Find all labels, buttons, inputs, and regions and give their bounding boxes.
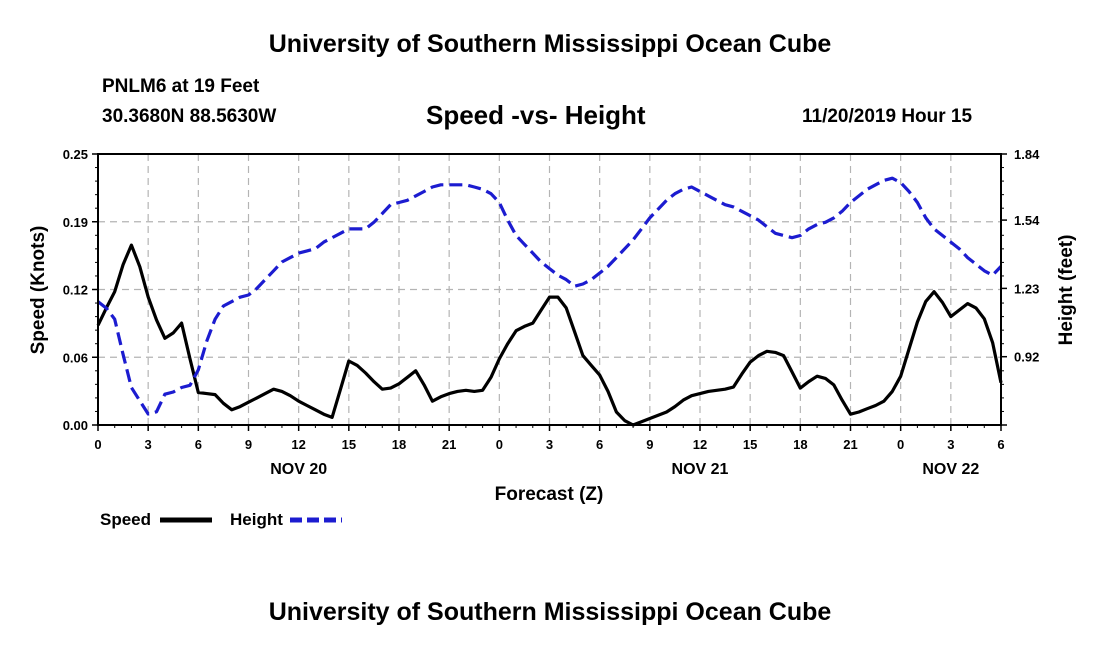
y-left-tick-label: 0.06 — [63, 350, 88, 365]
y-right-tick-label: 0.92 — [1014, 350, 1039, 365]
y-left-tick-label: 0.00 — [63, 418, 88, 433]
station-coordinates: 30.3680N 88.5630W — [102, 106, 277, 127]
x-tick-label: 9 — [646, 437, 653, 452]
x-tick-label: 15 — [342, 437, 356, 452]
y-left-tick-label: 0.12 — [63, 283, 88, 298]
y-right-tick-label: 1.54 — [1014, 213, 1040, 228]
x-tick-label: 3 — [145, 437, 152, 452]
x-tick-label: 18 — [793, 437, 807, 452]
x-tick-label: 0 — [897, 437, 904, 452]
plot-frame — [97, 153, 1002, 426]
bottom-title: University of Southern Mississippi Ocean… — [268, 598, 832, 626]
x-tick-label: 6 — [997, 437, 1004, 452]
y-left-tick-label: 0.19 — [63, 215, 88, 230]
legend-label-speed: Speed — [100, 510, 151, 529]
y-left-tick-label: 0.25 — [63, 147, 88, 162]
top-title: University of Southern Mississippi Ocean… — [268, 30, 832, 58]
y-right-tick-label: 1.84 — [1014, 147, 1040, 162]
x-tick-label: 0 — [94, 437, 101, 452]
forecast-date-hour: 11/20/2019 Hour 15 — [802, 106, 973, 127]
x-tick-label: 12 — [693, 437, 707, 452]
legend-label-height: Height — [230, 510, 283, 529]
series-layer — [96, 176, 1003, 427]
legend: Speed Height — [100, 510, 342, 529]
x-tick-label: 12 — [291, 437, 305, 452]
series-line-speed — [96, 243, 1003, 427]
ticks-layer: 0 3 6 9 12 15 18 21 0 3 6 9 12 15 18 21 0 3 6 NOV 20 NOV 21 N… — [63, 147, 1040, 478]
series-line-height — [97, 176, 1003, 416]
x-tick-label: 15 — [743, 437, 757, 452]
x-tick-label: 21 — [442, 437, 456, 452]
chart-title: Speed -vs- Height — [426, 100, 646, 130]
x-tick-label: 3 — [546, 437, 553, 452]
day-label: NOV 21 — [672, 461, 729, 478]
y-right-tick-label: 1.23 — [1014, 281, 1039, 296]
x-tick-label: 3 — [947, 437, 954, 452]
x-tick-label: 9 — [245, 437, 252, 452]
x-tick-label: 6 — [596, 437, 603, 452]
x-tick-label: 0 — [496, 437, 503, 452]
day-label: NOV 22 — [922, 461, 979, 478]
day-label: NOV 20 — [270, 461, 327, 478]
station-name: PNLM6 at 19 Feet — [102, 76, 260, 97]
x-axis-label: Forecast (Z) — [495, 484, 604, 505]
y-axis-left-label: Speed (Knots) — [28, 226, 49, 355]
y-axis-right-label: Height (feet) — [1056, 235, 1077, 346]
x-tick-label: 21 — [843, 437, 857, 452]
x-tick-label: 6 — [195, 437, 202, 452]
x-tick-label: 18 — [392, 437, 406, 452]
grid-layer — [98, 154, 1001, 425]
